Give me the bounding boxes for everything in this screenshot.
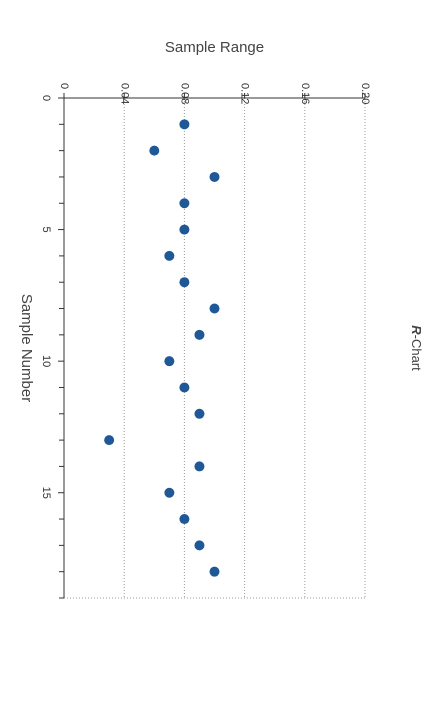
chart-title-symbol: R [409, 325, 424, 335]
tick-labels: 0 0.04 0.08 0.12 0.16 0.20 0 5 10 15 [40, 83, 371, 499]
data-point [194, 540, 205, 551]
x-tick-label: 5 [40, 227, 52, 233]
data-point [194, 329, 205, 340]
y-tick-label: 0 [58, 83, 70, 89]
data-point [179, 198, 190, 209]
y-tick-label: 0.12 [239, 83, 251, 104]
y-tick-label: 0.04 [118, 83, 130, 104]
y-tick-label: 0.16 [299, 83, 311, 104]
axes [58, 93, 366, 599]
x-tick-label: 15 [40, 487, 52, 499]
data-point [179, 277, 190, 288]
x-tick-label: 0 [40, 95, 52, 101]
x-tick-label: 10 [40, 355, 52, 367]
y-tick-label: 0.20 [359, 83, 371, 104]
data-point [104, 435, 115, 446]
data-point [209, 303, 220, 314]
data-point [164, 356, 175, 367]
data-point [179, 514, 190, 525]
chart-title: R-Chart [409, 325, 424, 371]
grid-lines [64, 98, 366, 599]
data-point [209, 171, 220, 182]
data-point [209, 566, 220, 577]
y-axis-title: Sample Range [165, 39, 264, 56]
chart-title-suffix: -Chart [409, 335, 424, 372]
data-point [179, 224, 190, 235]
data-point [194, 408, 205, 419]
data-point [194, 461, 205, 472]
data-point [164, 487, 175, 498]
data-point [179, 382, 190, 393]
data-points [104, 119, 220, 577]
data-point [179, 119, 190, 130]
data-point [149, 145, 160, 156]
y-tick-label: 0.08 [178, 83, 190, 104]
data-point [164, 250, 175, 261]
x-axis-title: Sample Number [18, 294, 35, 402]
